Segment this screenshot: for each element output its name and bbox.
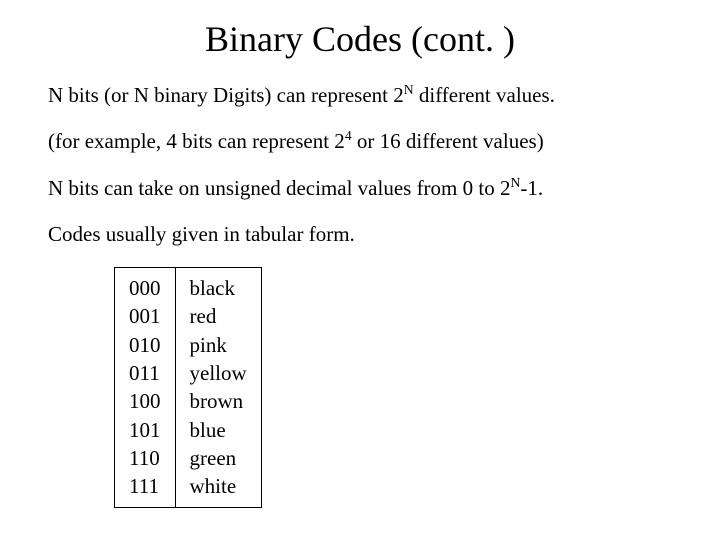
- text-line-3: N bits can take on unsigned decimal valu…: [48, 175, 672, 201]
- color-cell: pink: [175, 331, 261, 359]
- line1-superscript: N: [404, 82, 414, 97]
- line1-part-b: different values.: [414, 83, 555, 107]
- code-cell: 000: [115, 268, 176, 303]
- code-cell: 111: [115, 472, 176, 507]
- code-cell: 010: [115, 331, 176, 359]
- code-cell: 011: [115, 359, 176, 387]
- slide-content: Binary Codes (cont. ) N bits (or N binar…: [0, 0, 720, 508]
- codes-table: 000black001red010pink011yellow100brown10…: [114, 267, 262, 508]
- color-cell: black: [175, 268, 261, 303]
- table-row: 111white: [115, 472, 262, 507]
- line2-superscript: 4: [345, 128, 352, 143]
- codes-table-wrap: 000black001red010pink011yellow100brown10…: [114, 267, 672, 508]
- color-cell: yellow: [175, 359, 261, 387]
- table-row: 100brown: [115, 387, 262, 415]
- color-cell: brown: [175, 387, 261, 415]
- line3-part-b: -1.: [520, 176, 543, 200]
- line3-part-a: N bits can take on unsigned decimal valu…: [48, 176, 510, 200]
- page-title: Binary Codes (cont. ): [48, 18, 672, 60]
- table-row: 000black: [115, 268, 262, 303]
- table-row: 011yellow: [115, 359, 262, 387]
- code-cell: 110: [115, 444, 176, 472]
- code-cell: 101: [115, 416, 176, 444]
- line3-superscript: N: [510, 175, 520, 190]
- table-row: 101blue: [115, 416, 262, 444]
- color-cell: white: [175, 472, 261, 507]
- line2-part-b: or 16 different values): [352, 129, 544, 153]
- color-cell: blue: [175, 416, 261, 444]
- table-row: 010pink: [115, 331, 262, 359]
- table-row: 110green: [115, 444, 262, 472]
- text-line-4: Codes usually given in tabular form.: [48, 221, 672, 247]
- code-cell: 001: [115, 302, 176, 330]
- line1-part-a: N bits (or N binary Digits) can represen…: [48, 83, 404, 107]
- text-line-1: N bits (or N binary Digits) can represen…: [48, 82, 672, 108]
- line2-part-a: (for example, 4 bits can represent 2: [48, 129, 345, 153]
- table-row: 001red: [115, 302, 262, 330]
- color-cell: green: [175, 444, 261, 472]
- color-cell: red: [175, 302, 261, 330]
- text-line-2: (for example, 4 bits can represent 24 or…: [48, 128, 672, 154]
- code-cell: 100: [115, 387, 176, 415]
